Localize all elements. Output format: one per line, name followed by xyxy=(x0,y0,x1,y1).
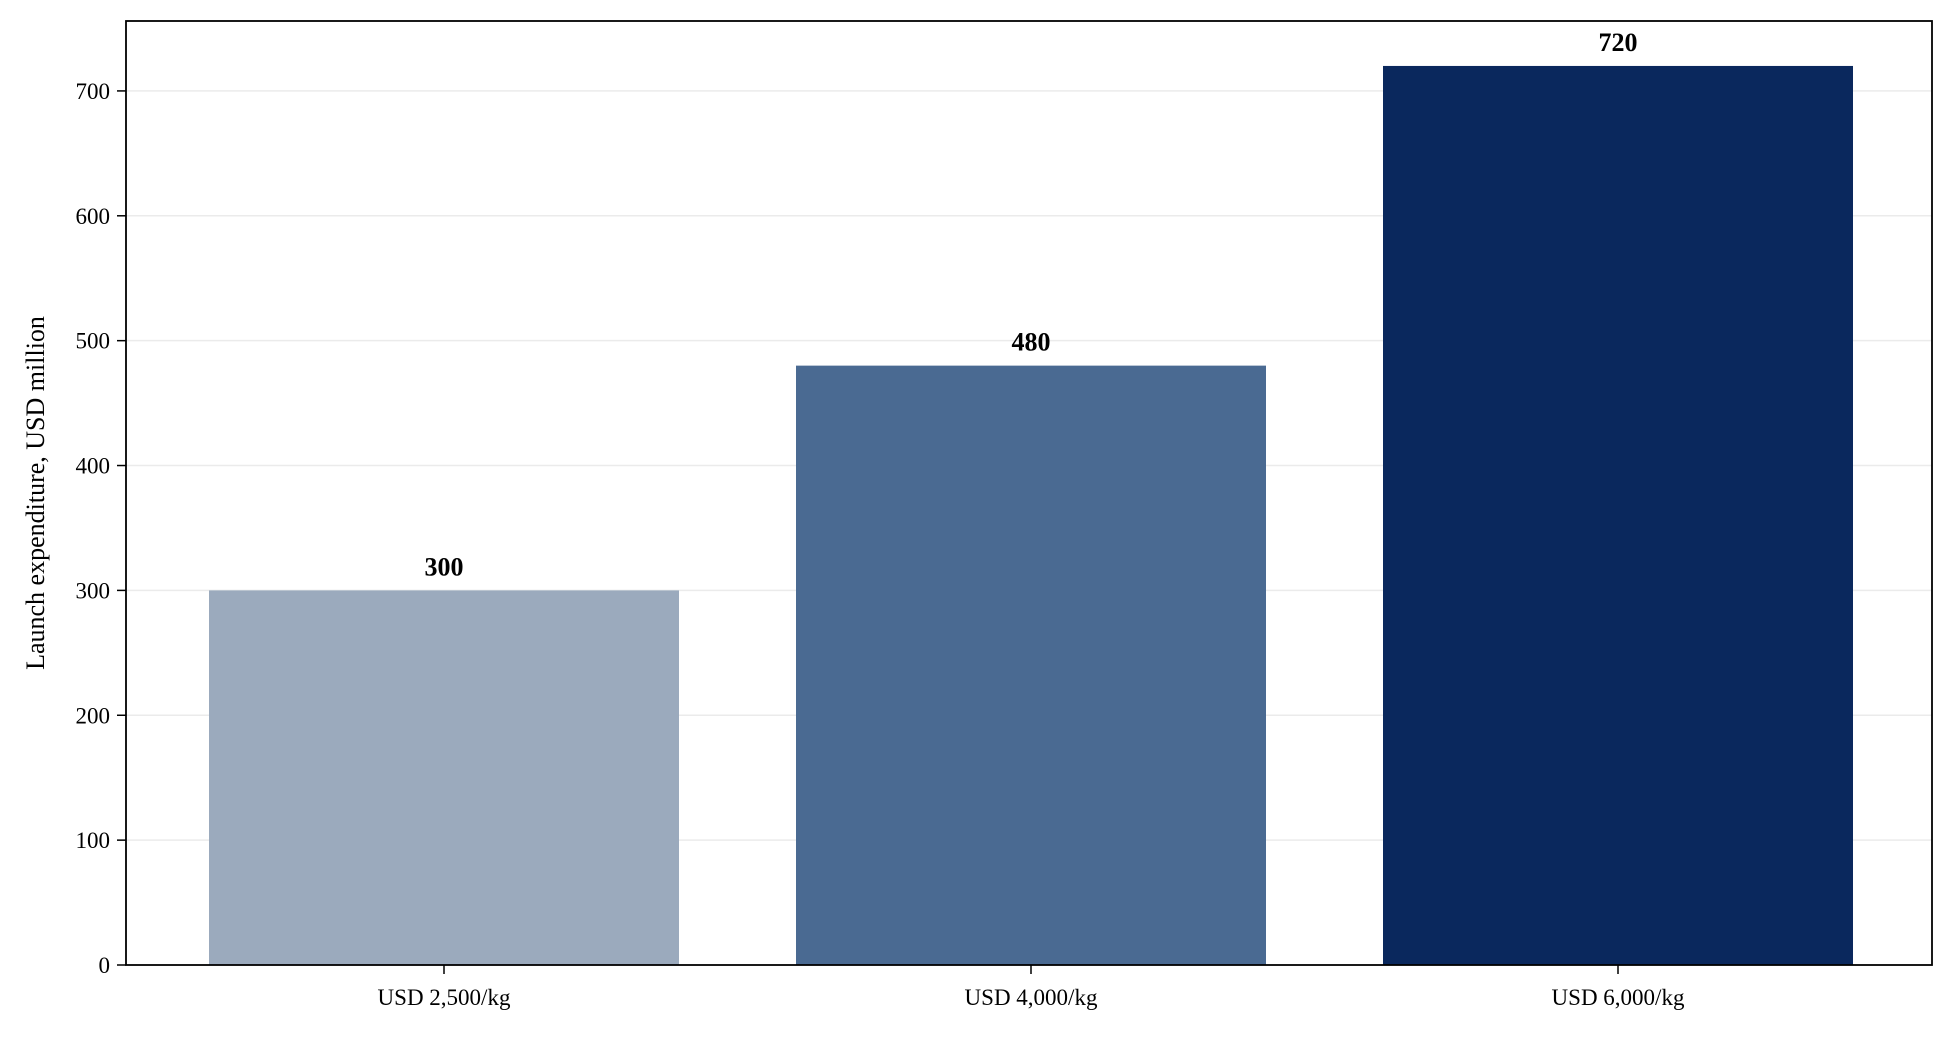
plot-frame xyxy=(125,20,1933,966)
bar-value-label: 720 xyxy=(1599,28,1638,57)
x-tick-label: USD 4,000/kg xyxy=(965,985,1098,1010)
x-tick-label: USD 2,500/kg xyxy=(378,985,511,1010)
bar xyxy=(209,590,679,965)
y-tick-label: 700 xyxy=(76,79,111,104)
y-tick-label: 500 xyxy=(76,329,111,354)
y-axis-title: Launch expenditure, USD million xyxy=(21,316,50,670)
y-tick-label: 100 xyxy=(76,828,111,853)
bar-value-label: 300 xyxy=(425,552,464,581)
y-tick-label: 200 xyxy=(76,703,111,728)
x-axis-ticks: USD 2,500/kg USD 4,000/kg USD 6,000/kg xyxy=(378,965,1685,1010)
bars xyxy=(209,65,1853,966)
bar-value-label: 480 xyxy=(1012,328,1051,357)
bar xyxy=(796,365,1266,966)
y-tick-label: 600 xyxy=(76,204,111,229)
y-tick-label: 0 xyxy=(99,953,111,978)
y-tick-label: 300 xyxy=(76,578,111,603)
y-axis-ticks: 0 100 200 300 400 500 600 700 xyxy=(76,79,126,978)
x-tick-label: USD 6,000/kg xyxy=(1552,985,1685,1010)
bar xyxy=(1383,65,1853,965)
y-tick-label: 400 xyxy=(76,454,111,479)
value-labels: 300 480 720 xyxy=(425,28,1638,581)
